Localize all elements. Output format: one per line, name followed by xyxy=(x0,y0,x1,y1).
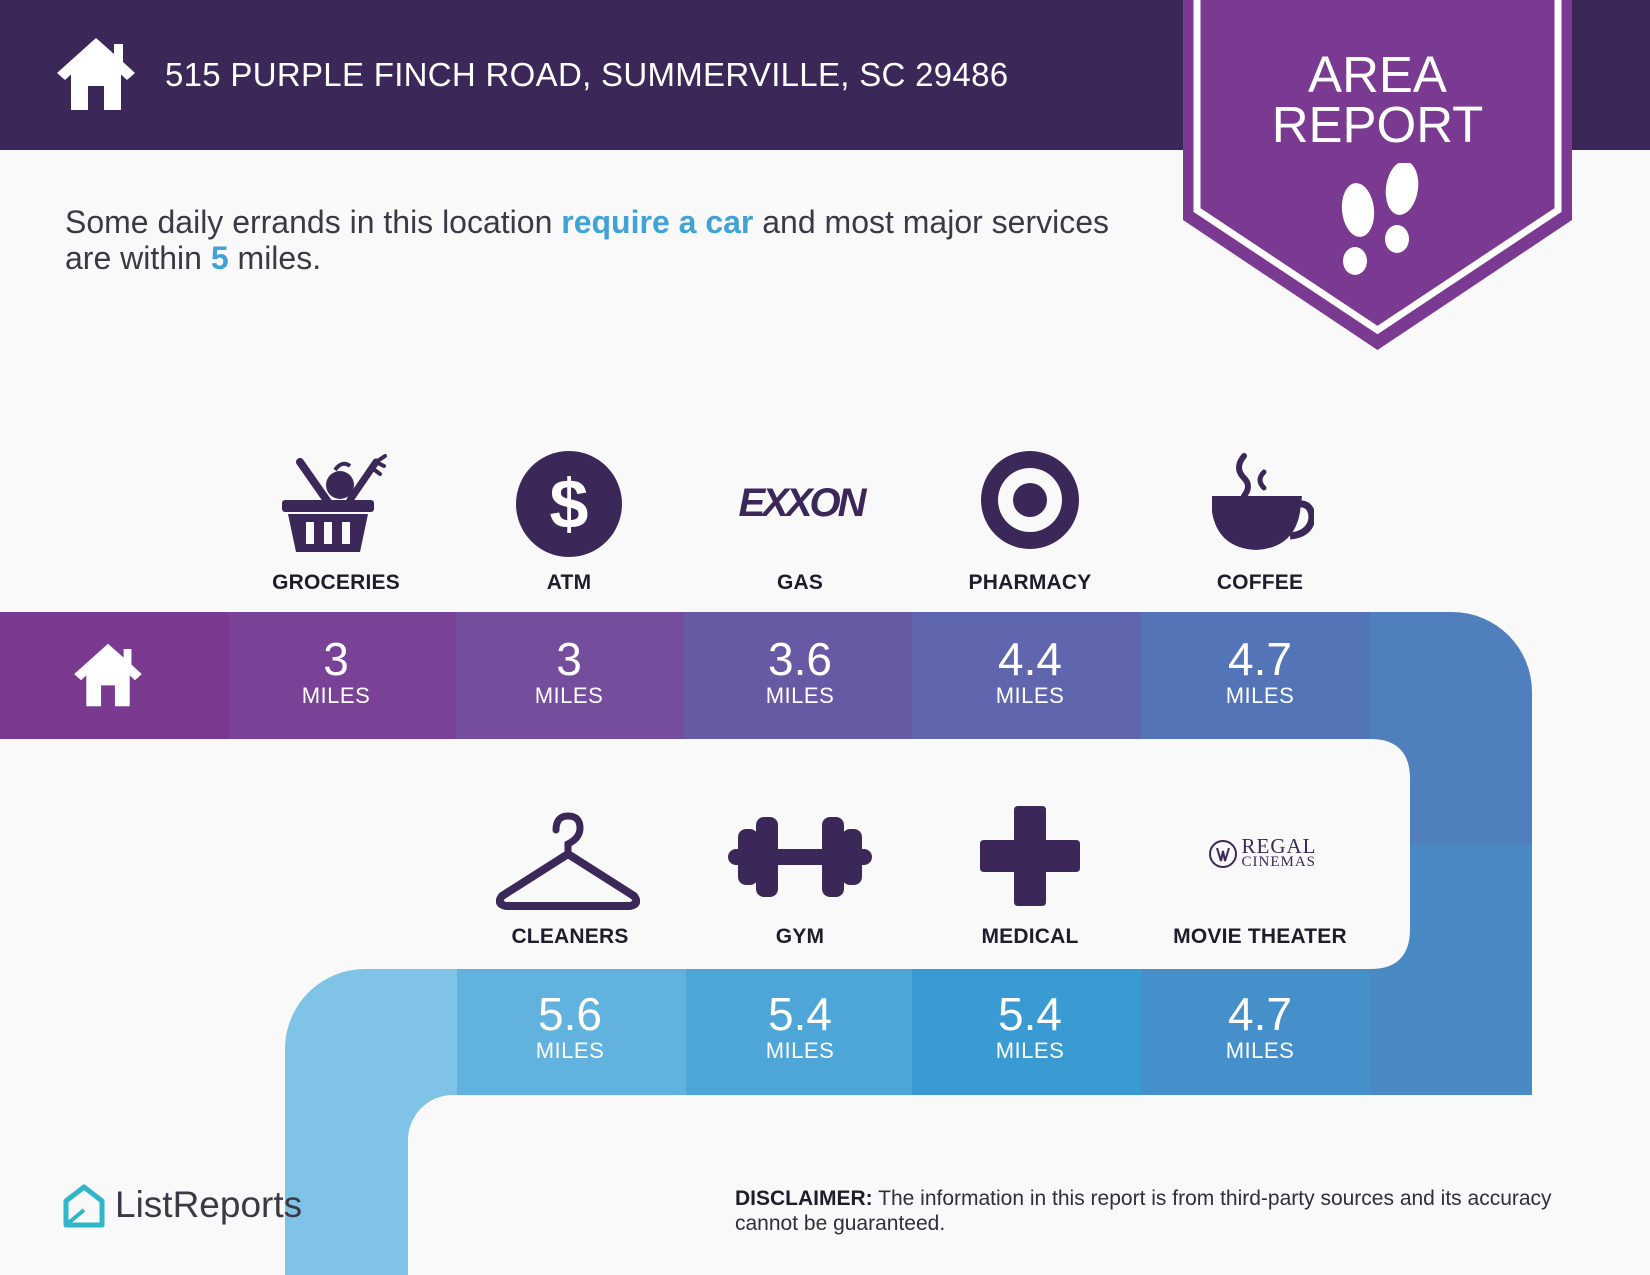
svg-text:$: $ xyxy=(550,465,589,543)
regal-cinemas-logo: REGAL CINEMAS xyxy=(1200,834,1324,874)
distance-gym: 5.4 MILES xyxy=(686,990,914,1064)
category-label-cleaners: CLEANERS xyxy=(511,925,629,948)
intro-summary: Some daily errands in this location requ… xyxy=(65,204,1155,276)
distance-unit: MILES xyxy=(995,683,1065,708)
coffee-cup-icon xyxy=(1212,453,1314,550)
distance-unit: MILES xyxy=(995,1038,1065,1063)
distance-unit: MILES xyxy=(1225,1038,1295,1063)
distance-groceries: 3 MILES xyxy=(222,635,450,709)
distance-value: 4.7 xyxy=(1228,633,1292,685)
badge-line-2: REPORT xyxy=(1271,96,1484,153)
property-address: 515 PURPLE FINCH ROAD, SUMMERVILLE, SC 2… xyxy=(165,56,1009,93)
exxon-logo-text: EXXON xyxy=(738,480,866,525)
house-icon xyxy=(57,38,135,110)
distance-coffee: 4.7 MILES xyxy=(1146,635,1374,709)
dollar-icon: $ xyxy=(516,451,622,557)
listreports-brand: ListReports xyxy=(115,1184,303,1225)
disclaimer: DISCLAIMER: The information in this repo… xyxy=(735,1186,1595,1236)
regal-crest-icon xyxy=(1208,840,1237,868)
category-label-movie-theater: MOVIE THEATER xyxy=(1173,925,1347,948)
distance-value: 4.4 xyxy=(998,633,1062,685)
intro-highlight-miles: 5 xyxy=(210,240,229,276)
regal-logo-line-1: REGAL xyxy=(1241,834,1317,858)
category-label-groceries: GROCERIES xyxy=(272,571,400,594)
listreports-logo-icon xyxy=(63,1184,105,1228)
category-label-gym: GYM xyxy=(775,925,825,948)
category-label-pharmacy: PHARMACY xyxy=(968,571,1092,594)
hanger-icon xyxy=(496,812,640,910)
distance-medical: 5.4 MILES xyxy=(916,990,1144,1064)
distance-value: 5.6 xyxy=(538,988,602,1040)
category-label-coffee: COFFEE xyxy=(1216,571,1304,594)
intro-highlight-car: require a car xyxy=(561,204,754,240)
footprints-icon xyxy=(1341,163,1419,275)
distance-unit: MILES xyxy=(534,683,604,708)
distance-value: 5.4 xyxy=(998,988,1062,1040)
category-label-medical: MEDICAL xyxy=(981,925,1079,948)
dumbbell-icon xyxy=(728,817,872,897)
distance-value: 4.7 xyxy=(1228,988,1292,1040)
distance-unit: MILES xyxy=(765,683,835,708)
badge-title: AREA REPORT xyxy=(1183,46,1572,153)
area-report-badge xyxy=(1183,0,1572,350)
distance-unit: MILES xyxy=(765,1038,835,1063)
intro-text-1: Some daily errands in this location xyxy=(65,204,562,240)
distance-pharmacy: 4.4 MILES xyxy=(916,635,1144,709)
medical-cross-icon xyxy=(980,806,1080,906)
grocery-basket-icon xyxy=(282,454,387,552)
distance-unit: MILES xyxy=(1225,683,1295,708)
distance-movie-theater: 4.7 MILES xyxy=(1146,990,1374,1064)
distance-atm: 3 MILES xyxy=(455,635,683,709)
regal-logo-line-2: CINEMAS xyxy=(1241,854,1317,870)
distance-value: 3.6 xyxy=(768,633,832,685)
target-logo xyxy=(981,451,1079,549)
distance-gas: 3.6 MILES xyxy=(686,635,914,709)
distance-unit: MILES xyxy=(301,683,371,708)
disclaimer-text: The information in this report is from t… xyxy=(735,1187,1552,1235)
distance-value: 5.4 xyxy=(768,988,832,1040)
distance-value: 3 xyxy=(323,633,349,685)
category-label-atm: ATM xyxy=(546,571,592,594)
intro-text-3: miles. xyxy=(228,240,322,276)
category-label-gas: GAS xyxy=(776,571,824,594)
disclaimer-label: DISCLAIMER: xyxy=(735,1187,873,1210)
distance-value: 3 xyxy=(556,633,582,685)
exxon-logo: EXXON xyxy=(738,478,866,528)
distance-unit: MILES xyxy=(535,1038,605,1063)
badge-line-1: AREA xyxy=(1308,46,1447,103)
home-start-icon xyxy=(74,643,142,707)
intro-text-2: and most major services are within xyxy=(65,204,1110,276)
distance-cleaners: 5.6 MILES xyxy=(456,990,684,1064)
